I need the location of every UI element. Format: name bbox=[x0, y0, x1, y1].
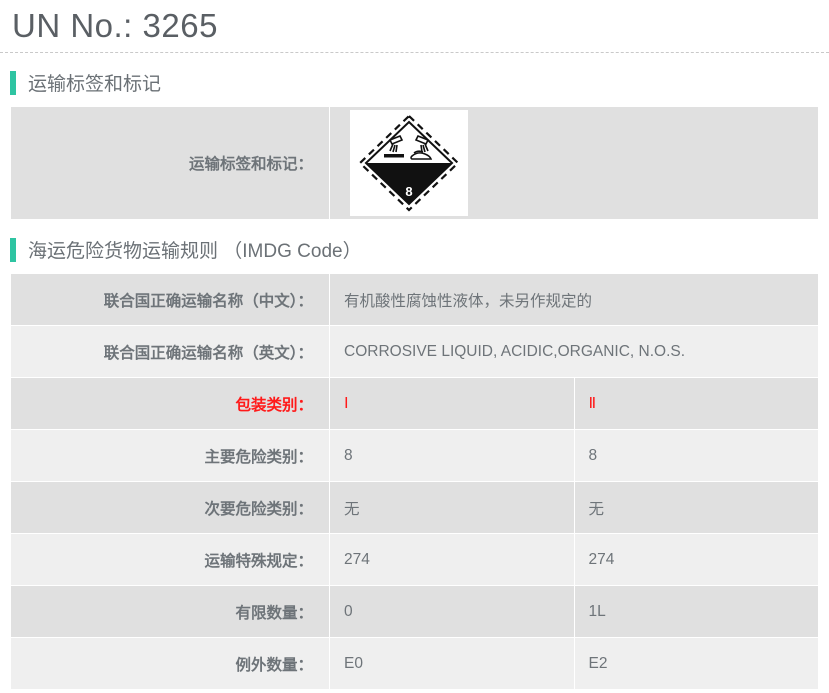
row-value-subsidiary-hazard-class-b: 无 bbox=[573, 481, 819, 534]
row-label-subsidiary-hazard-class: 次要危险类别： bbox=[10, 481, 330, 534]
transport-label-table: 运输标签和标记： bbox=[10, 106, 819, 220]
row-value-subsidiary-hazard-class-a: 无 bbox=[329, 481, 575, 534]
row-label-excepted-quantity: 例外数量： bbox=[10, 637, 330, 690]
table-row: 运输标签和标记： bbox=[10, 106, 819, 220]
row-label-un-proper-shipping-name-en: 联合国正确运输名称（英文）： bbox=[10, 325, 330, 378]
hazard-class-8-corrosive-placard-icon: 8 bbox=[350, 110, 468, 216]
page-title: UN No.: 3265 bbox=[12, 7, 218, 44]
section-header-transport-labels: 运输标签和标记 bbox=[0, 53, 829, 106]
section-accent-bar bbox=[10, 237, 16, 262]
table-row: 次要危险类别： 无 无 bbox=[10, 481, 819, 534]
transport-label-row-label: 运输标签和标记： bbox=[10, 106, 330, 220]
row-label-packing-group: 包装类别： bbox=[10, 377, 330, 430]
table-row: 有限数量： 0 1L bbox=[10, 585, 819, 638]
table-row: 联合国正确运输名称（英文）： CORROSIVE LIQUID, ACIDIC,… bbox=[10, 325, 819, 378]
row-value-primary-hazard-class-a: 8 bbox=[329, 429, 575, 482]
row-value-un-proper-shipping-name-cn: 有机酸性腐蚀性液体，未另作规定的 bbox=[329, 273, 819, 326]
row-value-packing-group-a: Ⅰ bbox=[329, 377, 575, 430]
section-header-imdg-code: 海运危险货物运输规则 （IMDG Code） bbox=[0, 220, 829, 273]
transport-label-placard-cell: 8 bbox=[329, 106, 819, 220]
row-value-primary-hazard-class-b: 8 bbox=[573, 429, 819, 482]
row-label-primary-hazard-class: 主要危险类别： bbox=[10, 429, 330, 482]
title-divider bbox=[0, 52, 829, 53]
table-row: 例外数量： E0 E2 bbox=[10, 637, 819, 690]
row-value-special-provisions-a: 274 bbox=[329, 533, 575, 586]
table-row: 联合国正确运输名称（中文）： 有机酸性腐蚀性液体，未另作规定的 bbox=[10, 273, 819, 326]
row-value-excepted-quantity-b: E2 bbox=[573, 637, 819, 690]
section-title-imdg-code: 海运危险货物运输规则 （IMDG Code） bbox=[28, 241, 362, 262]
table-row: 运输特殊规定： 274 274 bbox=[10, 533, 819, 586]
row-value-packing-group-b: Ⅱ bbox=[573, 377, 819, 430]
section-title-transport-labels: 运输标签和标记 bbox=[28, 74, 162, 95]
imdg-code-table: 联合国正确运输名称（中文）： 有机酸性腐蚀性液体，未另作规定的 联合国正确运输名… bbox=[10, 273, 819, 690]
row-label-limited-quantity: 有限数量： bbox=[10, 585, 330, 638]
row-value-limited-quantity-b: 1L bbox=[573, 585, 819, 638]
section-accent-bar bbox=[10, 70, 16, 95]
row-value-limited-quantity-a: 0 bbox=[329, 585, 575, 638]
row-value-un-proper-shipping-name-en: CORROSIVE LIQUID, ACIDIC,ORGANIC, N.O.S. bbox=[329, 325, 819, 378]
row-value-special-provisions-b: 274 bbox=[573, 533, 819, 586]
table-row: 主要危险类别： 8 8 bbox=[10, 429, 819, 482]
row-label-un-proper-shipping-name-cn: 联合国正确运输名称（中文）： bbox=[10, 273, 330, 326]
table-row: 包装类别： Ⅰ Ⅱ bbox=[10, 377, 819, 430]
row-value-excepted-quantity-a: E0 bbox=[329, 637, 575, 690]
row-label-special-provisions: 运输特殊规定： bbox=[10, 533, 330, 586]
svg-text:8: 8 bbox=[405, 184, 412, 199]
